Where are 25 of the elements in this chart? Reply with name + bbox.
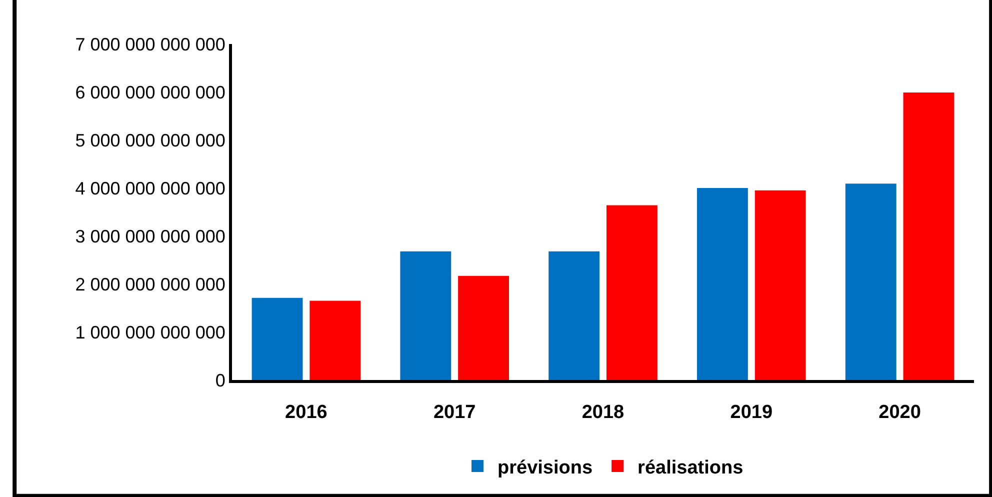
y-tick-label: 2 000 000 000 000 [75, 274, 226, 294]
y-tick-label: 5 000 000 000 000 [75, 130, 226, 150]
y-tick-label: 4 000 000 000 000 [75, 178, 226, 198]
y-tick-label: 7 000 000 000 000 [75, 34, 226, 54]
y-tick-label: 0 [215, 370, 226, 390]
legend-label: réalisations [638, 457, 744, 478]
y-tick-label: 3 000 000 000 000 [75, 226, 226, 246]
x-tick-label: 2016 [285, 402, 328, 423]
legend-label: prévisions [498, 457, 593, 478]
bar [458, 276, 509, 380]
bar [903, 92, 954, 380]
bar [400, 251, 452, 380]
bar [845, 184, 896, 380]
x-tick-label: 2020 [878, 402, 921, 423]
x-tick-label: 2019 [730, 402, 773, 423]
y-tick-label: 1 000 000 000 000 [75, 322, 226, 342]
bar [548, 251, 600, 380]
x-tick-label: 2018 [582, 402, 624, 423]
bar [310, 300, 361, 380]
bar [754, 190, 806, 380]
y-tick-label: 6 000 000 000 000 [75, 82, 226, 102]
bar [697, 188, 748, 380]
bar [252, 298, 303, 380]
x-tick-label: 2017 [433, 402, 476, 423]
bar [606, 205, 658, 380]
